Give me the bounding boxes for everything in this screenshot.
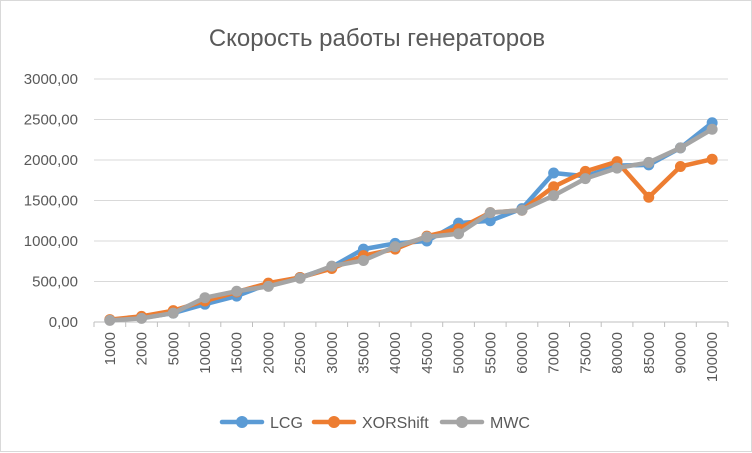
- x-tick-label: 1000: [102, 332, 119, 365]
- legend-marker-mwc: [456, 416, 468, 428]
- data-point-mwc: [706, 123, 718, 135]
- data-point-xorshift: [674, 160, 686, 172]
- data-point-mwc: [294, 272, 306, 284]
- data-point-mwc: [357, 254, 369, 266]
- legend: LCG XORShift MWC: [219, 415, 530, 432]
- legend-label-lcg: LCG: [270, 415, 303, 432]
- x-tick-label: 35000: [355, 332, 372, 374]
- x-tick-label: 20000: [260, 332, 277, 374]
- legend-item-mwc: MWC: [439, 415, 530, 432]
- x-tick-label: 85000: [641, 332, 658, 374]
- data-point-mwc: [674, 142, 686, 154]
- series-mwc: [104, 123, 718, 326]
- legend-marker-xorshift: [328, 416, 340, 428]
- data-point-xorshift: [706, 153, 718, 165]
- data-point-mwc: [199, 292, 211, 304]
- series-lcg: [104, 117, 718, 326]
- y-tick-label: 1500,00: [24, 193, 78, 210]
- y-tick-label: 2500,00: [24, 112, 78, 129]
- x-tick-label: 55000: [482, 332, 499, 374]
- legend-marker-lcg: [236, 416, 248, 428]
- data-point-mwc: [643, 156, 655, 168]
- data-point-mwc: [104, 314, 116, 326]
- data-point-mwc: [389, 241, 401, 253]
- y-tick-label: 500,00: [32, 274, 78, 291]
- data-point-mwc: [548, 190, 560, 202]
- legend-item-xorshift: XORShift: [311, 415, 429, 432]
- data-point-lcg: [548, 167, 560, 179]
- x-tick-label: 2000: [134, 332, 151, 365]
- y-tick-label: 1000,00: [24, 233, 78, 250]
- series-lines: [104, 117, 718, 326]
- x-tick-label: 5000: [165, 332, 182, 365]
- data-point-mwc: [516, 204, 528, 216]
- data-point-xorshift: [643, 191, 655, 203]
- x-tick-label: 30000: [324, 332, 341, 374]
- axes: 0,00 500,00 1000,00 1500,00 2000,00 2500,00 30…: [24, 71, 729, 382]
- x-tick-label: 25000: [292, 332, 309, 374]
- series-line-lcg: [107, 120, 715, 323]
- x-tick-label: 100000: [704, 332, 721, 382]
- data-point-mwc: [453, 228, 465, 240]
- chart-title: Скорость работы генераторов: [209, 25, 545, 52]
- x-tick-label: 45000: [419, 332, 436, 374]
- x-tick-label: 50000: [451, 332, 468, 374]
- data-point-mwc: [611, 162, 623, 174]
- x-tick-label: 40000: [387, 332, 404, 374]
- x-tick-label: 70000: [546, 332, 563, 374]
- x-tick-label: 15000: [229, 332, 246, 374]
- x-tick-label: 80000: [609, 332, 626, 374]
- legend-label-xorshift: XORShift: [362, 415, 429, 432]
- data-point-mwc: [484, 207, 496, 219]
- x-tick-label: 10000: [197, 332, 214, 374]
- x-tick-label: 75000: [577, 332, 594, 374]
- y-tick-label: 2000,00: [24, 152, 78, 169]
- y-tick-label: 3000,00: [24, 71, 78, 88]
- legend-item-lcg: LCG: [219, 415, 303, 432]
- data-point-mwc: [421, 231, 433, 243]
- y-tick-label: 0,00: [49, 314, 78, 331]
- series-line-mwc: [107, 126, 715, 323]
- series-xorshift: [104, 153, 718, 326]
- gridlines: [94, 78, 728, 323]
- data-point-mwc: [231, 285, 243, 297]
- x-tick-label: 60000: [514, 332, 531, 374]
- data-point-mwc: [579, 173, 591, 185]
- data-point-mwc: [262, 280, 274, 292]
- legend-label-mwc: MWC: [490, 415, 530, 432]
- data-point-mwc: [167, 307, 179, 319]
- data-point-mwc: [136, 312, 148, 324]
- x-tick-label: 90000: [672, 332, 689, 374]
- data-point-mwc: [326, 260, 338, 272]
